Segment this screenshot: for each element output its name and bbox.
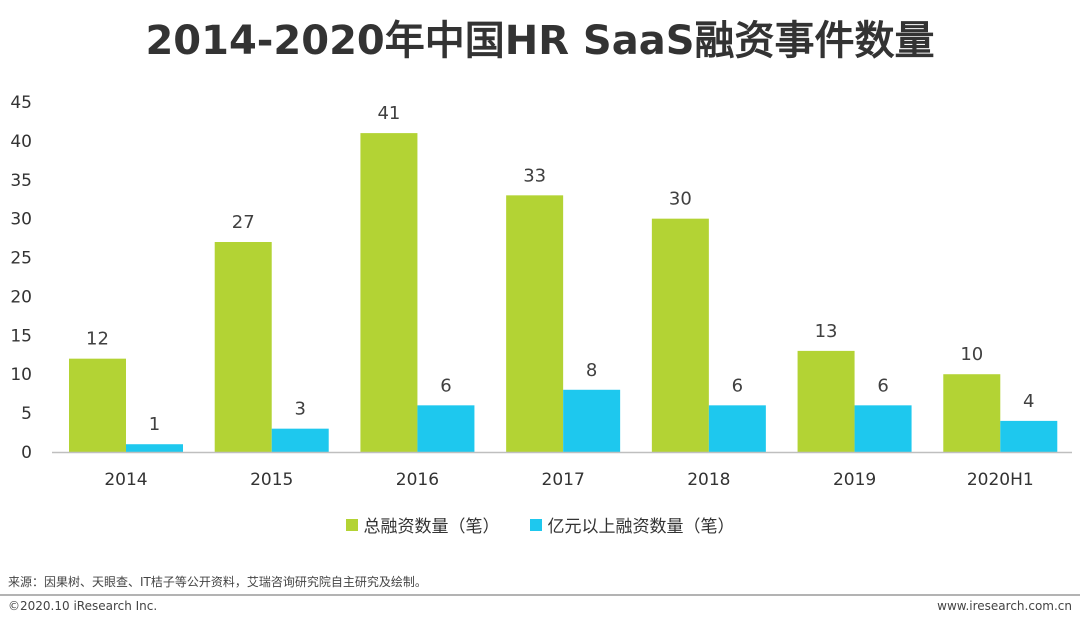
y-tick-label: 30: [10, 210, 32, 230]
x-tick-label: 2017: [542, 470, 585, 490]
website-link[interactable]: www.iresearch.com.cn: [937, 599, 1072, 613]
legend-swatch-large: [529, 518, 542, 531]
data-label: 30: [669, 189, 692, 210]
bar-total: [943, 374, 1001, 452]
bars-group: 12 1 27 3 41 6 33 8 30 6 13 6 10 4: [69, 103, 1058, 453]
y-tick-label: 5: [21, 404, 32, 424]
data-label: 6: [732, 375, 743, 396]
data-label: 41: [377, 103, 400, 124]
legend-label-total: 总融资数量（笔）: [363, 517, 500, 537]
bar-large: [708, 405, 766, 452]
data-label: 1: [149, 414, 160, 435]
bar-large: [563, 389, 621, 452]
y-tick-label: 45: [10, 93, 32, 113]
data-label: 27: [232, 212, 255, 233]
x-tick-label: 2014: [104, 470, 147, 490]
y-tick-label: 10: [10, 365, 32, 385]
legend: 总融资数量（笔） 亿元以上融资数量（笔）: [0, 512, 1080, 537]
bar-total: [651, 218, 709, 452]
bar-total: [214, 242, 272, 452]
y-tick-label: 0: [21, 443, 32, 463]
data-label: 13: [815, 321, 838, 342]
bar-large: [271, 428, 329, 452]
y-tick-label: 15: [10, 326, 32, 346]
data-label: 4: [1023, 391, 1034, 412]
bar-total: [506, 195, 564, 453]
data-label: 6: [440, 375, 451, 396]
data-label: 10: [960, 344, 983, 365]
bar-large: [126, 444, 183, 452]
bar-large: [1000, 420, 1058, 452]
copyright: ©2020.10 iResearch Inc.: [8, 599, 158, 613]
bar-large: [417, 405, 475, 452]
x-tick-label: 2018: [687, 470, 730, 490]
x-tick-label: 2016: [396, 470, 439, 490]
y-tick-label: 40: [10, 132, 32, 152]
bar-large: [854, 405, 912, 452]
data-label: 33: [523, 165, 546, 186]
data-label: 8: [586, 360, 597, 381]
y-axis: 0 5 10 15 20 25 30 35 40 45: [10, 93, 32, 463]
x-tick-label: 2015: [250, 470, 293, 490]
data-label: 3: [294, 399, 305, 420]
x-tick-label: 2019: [833, 470, 876, 490]
bar-total: [69, 358, 126, 452]
data-label: 6: [877, 375, 888, 396]
legend-item-large: 亿元以上融资数量（笔）: [529, 512, 735, 537]
chart-title: 2014-2020年中国HR SaaS融资事件数量: [145, 18, 935, 64]
footer-divider: [0, 594, 1080, 596]
legend-label-large: 亿元以上融资数量（笔）: [547, 517, 735, 537]
y-tick-label: 20: [10, 287, 32, 307]
legend-swatch-total: [345, 518, 358, 531]
data-label: 12: [86, 329, 109, 350]
legend-item-total: 总融资数量（笔）: [345, 512, 500, 537]
bar-total: [360, 133, 418, 452]
y-tick-label: 25: [10, 249, 32, 269]
x-axis: 2014 2015 2016 2017 2018 2019 2020H1: [52, 451, 1072, 490]
bar-total: [797, 350, 855, 452]
x-tick-label: 2020H1: [967, 470, 1034, 490]
source-note: 来源：因果树、天眼查、IT桔子等公开资料，艾瑞咨询研究院自主研究及绘制。: [8, 575, 427, 589]
y-tick-label: 35: [10, 171, 32, 191]
